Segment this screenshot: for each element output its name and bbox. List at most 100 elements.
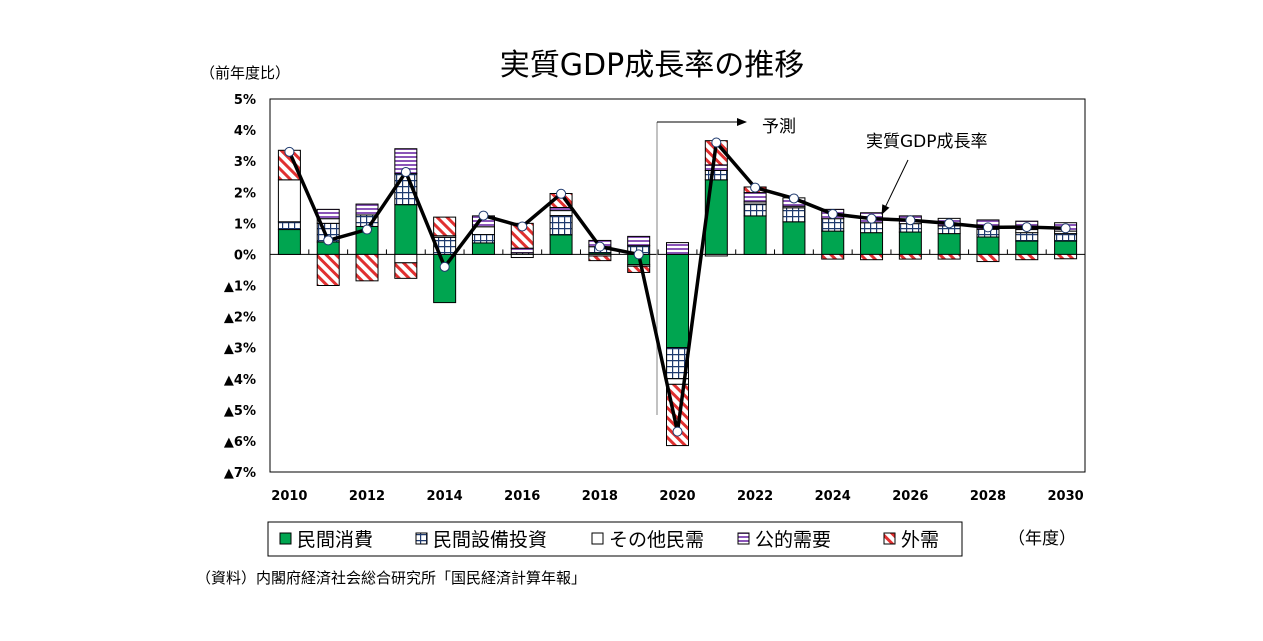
y-tick-label: 3% bbox=[234, 155, 256, 170]
bar-民間消費-2025 bbox=[860, 232, 884, 255]
bar-民間消費-2015 bbox=[471, 242, 495, 255]
gdp-line-label: 実質GDP成長率 bbox=[866, 132, 988, 152]
bar-公的需要-2011 bbox=[316, 208, 340, 220]
gdp-line-label-arrow bbox=[881, 159, 909, 215]
legend bbox=[267, 521, 963, 557]
bar-外需-2026 bbox=[898, 253, 922, 260]
bar-民間消費-2027 bbox=[937, 233, 961, 255]
bar-外需-2024 bbox=[821, 253, 845, 260]
bar-民間消費-2023 bbox=[782, 221, 806, 255]
forecast-label: 予測 bbox=[762, 117, 796, 137]
legend-swatch-0 bbox=[279, 532, 292, 545]
gdp-point-2019 bbox=[633, 249, 644, 260]
bar-民間消費-2028 bbox=[976, 236, 1000, 255]
x-tick-label: 2014 bbox=[427, 489, 463, 504]
bar-その他民需-2021 bbox=[704, 253, 728, 257]
x-axis-label: （年度） bbox=[1008, 529, 1076, 549]
bar-民間設備投資-2015 bbox=[471, 234, 495, 244]
x-tick-label: 2010 bbox=[271, 489, 307, 504]
y-tick-label: ▲4% bbox=[224, 373, 256, 388]
bar-外需-2014 bbox=[433, 216, 457, 237]
bar-外需-2013 bbox=[394, 262, 418, 279]
bar-民間消費-2026 bbox=[898, 231, 922, 255]
gdp-point-2016 bbox=[517, 221, 528, 232]
bar-外需-2027 bbox=[937, 253, 961, 260]
bar-民間消費-2024 bbox=[821, 230, 845, 255]
x-tick-label: 2026 bbox=[892, 489, 928, 504]
bar-外需-2030 bbox=[1054, 253, 1078, 260]
gdp-point-2021 bbox=[711, 137, 722, 148]
gdp-point-2029 bbox=[1021, 222, 1032, 233]
gdp-point-2030 bbox=[1060, 223, 1071, 234]
gdp-point-2018 bbox=[594, 241, 605, 252]
x-tick-label: 2020 bbox=[659, 489, 695, 504]
legend-label: 公的需要 bbox=[755, 529, 831, 551]
y-tick-label: ▲6% bbox=[224, 435, 256, 450]
bar-民間設備投資-2023 bbox=[782, 207, 806, 223]
bar-外需-2019 bbox=[627, 265, 651, 273]
gdp-point-2026 bbox=[905, 215, 916, 226]
bar-その他民需-2017 bbox=[549, 210, 573, 217]
x-tick-label: 2030 bbox=[1048, 489, 1084, 504]
bar-民間消費-2017 bbox=[549, 234, 573, 255]
y-tick-label: 2% bbox=[234, 186, 256, 201]
gdp-point-2010 bbox=[284, 146, 295, 157]
gdp-point-2011 bbox=[323, 235, 334, 246]
gdp-point-2023 bbox=[788, 193, 799, 204]
x-tick-label: 2024 bbox=[815, 489, 851, 504]
x-tick-label: 2022 bbox=[737, 489, 773, 504]
gdp-point-2017 bbox=[556, 188, 567, 199]
bar-公的需要-2016 bbox=[510, 247, 534, 254]
legend-label: 民間消費 bbox=[297, 529, 373, 551]
legend-swatch-3 bbox=[737, 532, 750, 545]
bar-民間設備投資-2030 bbox=[1054, 233, 1078, 242]
bar-公的需要-2012 bbox=[355, 203, 379, 216]
y-tick-label: ▲7% bbox=[224, 466, 256, 481]
gdp-point-2027 bbox=[944, 218, 955, 229]
gdp-point-2025 bbox=[866, 213, 877, 224]
legend-label: 外需 bbox=[901, 529, 939, 551]
bar-民間消費-2029 bbox=[1015, 240, 1039, 255]
bar-民間消費-2030 bbox=[1054, 240, 1078, 255]
x-tick-label: 2012 bbox=[349, 489, 385, 504]
gdp-point-2022 bbox=[750, 182, 761, 193]
y-tick-label: 0% bbox=[234, 248, 256, 263]
legend-swatch-2 bbox=[591, 532, 604, 545]
y-tick-label: ▲5% bbox=[224, 404, 256, 419]
bar-民間消費-2022 bbox=[743, 215, 767, 255]
bar-民間消費-2020 bbox=[666, 253, 689, 349]
x-tick-label: 2016 bbox=[504, 489, 540, 504]
x-tick-label: 2028 bbox=[970, 489, 1006, 504]
gdp-point-2028 bbox=[982, 222, 993, 233]
y-tick-label: ▲2% bbox=[224, 311, 256, 326]
bar-外需-2011 bbox=[316, 253, 340, 287]
bar-民間設備投資-2024 bbox=[821, 218, 845, 232]
bar-民間設備投資-2021 bbox=[704, 169, 728, 181]
bar-公的需要-2021 bbox=[704, 164, 728, 171]
bar-民間消費-2010 bbox=[277, 229, 301, 255]
gdp-point-2015 bbox=[478, 210, 489, 221]
bar-公的需要-2019 bbox=[627, 235, 651, 247]
bar-外需-2012 bbox=[355, 253, 379, 282]
bar-外需-2018 bbox=[588, 255, 612, 262]
y-axis-label: （前年度比） bbox=[200, 64, 290, 82]
bar-民間消費-2013 bbox=[394, 204, 418, 255]
bar-公的需要-2020 bbox=[666, 242, 689, 255]
y-tick-label: ▲3% bbox=[224, 342, 256, 357]
bar-外需-2025 bbox=[860, 253, 884, 261]
legend-swatch-1 bbox=[415, 532, 428, 545]
bar-民間設備投資-2029 bbox=[1015, 232, 1039, 242]
y-tick-label: 5% bbox=[234, 93, 256, 108]
legend-label: 民間設備投資 bbox=[433, 529, 547, 551]
y-tick-label: 1% bbox=[234, 217, 256, 232]
bar-外需-2029 bbox=[1015, 253, 1039, 261]
plot-area bbox=[269, 98, 1086, 473]
chart-title: 実質GDP成長率の推移 bbox=[500, 48, 804, 83]
source-note: （資料）内閣府経済社会総合研究所「国民経済計算年報」 bbox=[196, 569, 586, 587]
bar-民間設備投資-2010 bbox=[277, 221, 301, 231]
bar-民間設備投資-2025 bbox=[860, 222, 884, 234]
y-tick-label: 4% bbox=[234, 124, 256, 139]
gdp-point-2012 bbox=[362, 224, 373, 235]
bar-外需-2028 bbox=[976, 253, 1000, 263]
